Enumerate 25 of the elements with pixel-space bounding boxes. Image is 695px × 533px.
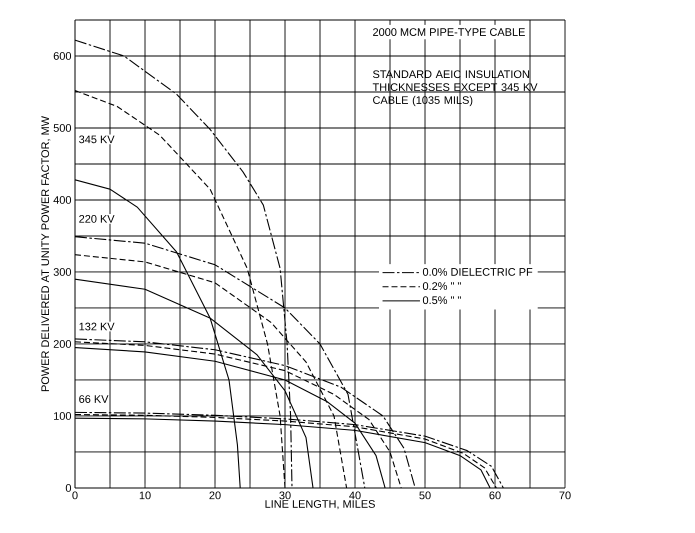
legend-label: 0.2% " " (422, 282, 461, 290)
y-tick-label: 200 (54, 340, 72, 348)
y-tick-label: 300 (54, 268, 72, 276)
legend-label: 0.0% DIELECTRIC PF (422, 268, 532, 276)
y-tick-label: 500 (54, 124, 72, 132)
y-axis-title: POWER DELIVERED AT UNITY POWER FACTOR, MW (41, 116, 50, 392)
x-axis-title: LINE LENGTH, MILES (265, 500, 375, 510)
x-tick-label: 0 (72, 492, 78, 500)
y-tick-label: 100 (54, 412, 72, 420)
y-tick-label: 400 (53, 196, 72, 204)
annotation: 220 KV (79, 215, 115, 223)
x-tick-label: 60 (489, 492, 501, 500)
x-tick-label: 70 (559, 492, 571, 500)
y-tick-label: 0 (66, 484, 72, 492)
text: 2000 MCM PIPE-TYPE CABLE (373, 28, 525, 36)
x-tick-label: 30 (279, 492, 291, 500)
x-tick-label: 50 (419, 492, 431, 500)
x-tick-label: 20 (209, 492, 221, 500)
x-tick-label: 40 (349, 492, 361, 500)
y-tick-label: 600 (54, 52, 72, 60)
annotation: 345 KV (79, 135, 115, 144)
annotation: 66 KV (79, 395, 108, 403)
annotation: 132 KV (79, 322, 115, 330)
x-tick-label: 10 (140, 492, 151, 500)
legend-label: 0.5% " " (422, 296, 461, 304)
